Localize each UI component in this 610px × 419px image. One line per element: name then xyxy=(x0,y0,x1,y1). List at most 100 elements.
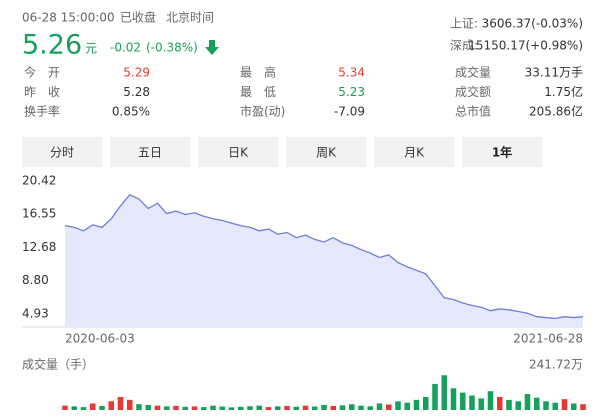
volume-bar xyxy=(348,404,355,410)
volume-bar xyxy=(210,405,216,410)
price-line xyxy=(64,193,584,320)
volume-bar xyxy=(533,397,540,410)
status: 已收盘 xyxy=(120,10,156,25)
volume-bar xyxy=(126,399,133,410)
volume-bar xyxy=(339,405,346,410)
volume-bar xyxy=(265,407,272,410)
volume-bar xyxy=(200,407,207,410)
volume-bar xyxy=(247,406,253,410)
volume-bar xyxy=(459,392,466,410)
tab-bg xyxy=(110,137,190,167)
index-value: 15150.17(+0.98%) xyxy=(468,39,583,53)
volume-bar xyxy=(163,406,170,410)
tab-bg xyxy=(374,137,454,167)
stat-value: 5.29 xyxy=(123,66,150,80)
stat-label: 最 高 xyxy=(240,65,276,80)
volume-title: 成交量（手） xyxy=(22,357,94,372)
volume-bar xyxy=(274,406,281,410)
y-tick-label: 8.80 xyxy=(22,273,49,287)
index-value: 3606.37(-0.03%) xyxy=(482,17,583,31)
x-tick-label: 2021-06-28 xyxy=(513,332,583,346)
volume-bar xyxy=(358,405,364,410)
index-label: 深成: xyxy=(450,39,478,53)
volume-bar xyxy=(311,406,318,410)
tab-label: 日K xyxy=(228,146,249,160)
area xyxy=(65,194,583,327)
volume-bar xyxy=(469,395,475,410)
timezone: 北京时间 xyxy=(166,11,214,25)
volume-bar xyxy=(173,405,179,410)
stat-value: 5.23 xyxy=(338,85,365,99)
down-arrow xyxy=(205,40,219,55)
volume-bar xyxy=(293,406,300,410)
stat-label: 成交额 xyxy=(455,84,491,99)
volume-bar xyxy=(330,405,337,410)
tab-label: 月K xyxy=(404,146,425,160)
tab-label: 周K xyxy=(316,146,337,160)
volume-bar xyxy=(580,404,586,410)
volume-bar xyxy=(219,406,226,410)
volume-bar xyxy=(99,405,105,410)
volume-bar xyxy=(432,383,438,410)
volume-bar xyxy=(413,399,420,410)
volume-bar xyxy=(506,399,512,410)
volume-bar xyxy=(524,394,531,410)
volume-bar xyxy=(441,375,448,410)
volume-bar xyxy=(237,406,244,410)
volume-bar xyxy=(404,402,411,410)
volume-bar xyxy=(422,396,429,410)
price: 5.26 xyxy=(22,30,82,61)
tab[interactable]: 五日 xyxy=(110,137,190,167)
tab[interactable]: 1年 xyxy=(462,137,542,167)
volume-bar xyxy=(515,401,522,410)
stat-value: 205.86亿 xyxy=(529,104,583,119)
tab[interactable]: 周K xyxy=(286,137,366,167)
stat-value: 5.28 xyxy=(123,85,150,99)
volume-bar xyxy=(89,403,96,410)
stat-label: 总市值 xyxy=(455,104,491,119)
volume-bar xyxy=(302,405,309,410)
volume-bar xyxy=(395,401,401,410)
volume-bar xyxy=(191,406,198,410)
change: -0.02 xyxy=(110,41,141,55)
volume-bar xyxy=(117,396,124,410)
y-tick-label: 12.68 xyxy=(22,240,56,254)
volume-tick-label: 241.72万 xyxy=(529,358,583,372)
stat-value: 33.11万手 xyxy=(525,66,583,80)
volume-bar xyxy=(228,407,235,410)
volume-bar xyxy=(385,404,392,410)
volume-bar xyxy=(71,406,78,410)
volume-bar xyxy=(62,405,68,410)
stat-value: 1.75亿 xyxy=(544,84,583,99)
volume-bar xyxy=(478,398,485,410)
volume-bar xyxy=(561,399,568,410)
tab-bg xyxy=(462,137,542,167)
x-tick-label: 2020-06-03 xyxy=(65,332,135,346)
y-tick-label: 20.42 xyxy=(22,173,56,187)
volume-bar xyxy=(154,405,161,410)
y-tick-label: 4.93 xyxy=(22,306,49,320)
volume-bar xyxy=(321,404,327,410)
tab[interactable]: 日K xyxy=(198,137,278,167)
datetime: 06-28 15:00:00 xyxy=(22,11,115,25)
stat-label: 成交量 xyxy=(455,65,491,80)
volume-bar xyxy=(552,402,559,410)
index-label: 上证: xyxy=(450,17,478,31)
stat-label: 今 开 xyxy=(24,65,60,80)
volume-bar xyxy=(80,407,87,410)
tab[interactable]: 月K xyxy=(374,137,454,167)
volume-bar xyxy=(570,403,577,410)
volume-bar xyxy=(284,405,290,410)
volume-bar xyxy=(450,388,457,410)
stat-value: -7.09 xyxy=(334,105,365,119)
stat-label: 市盈(动) xyxy=(240,104,285,119)
tab-label: 1年 xyxy=(492,145,512,160)
tab[interactable]: 分时 xyxy=(22,137,102,167)
volume-bar xyxy=(496,396,503,410)
stat-label: 换手率 xyxy=(24,104,60,119)
volume-bar xyxy=(376,403,383,410)
stat-value: 0.85% xyxy=(112,105,150,119)
volume-bar xyxy=(256,405,263,410)
stat-label: 最 低 xyxy=(240,85,276,99)
